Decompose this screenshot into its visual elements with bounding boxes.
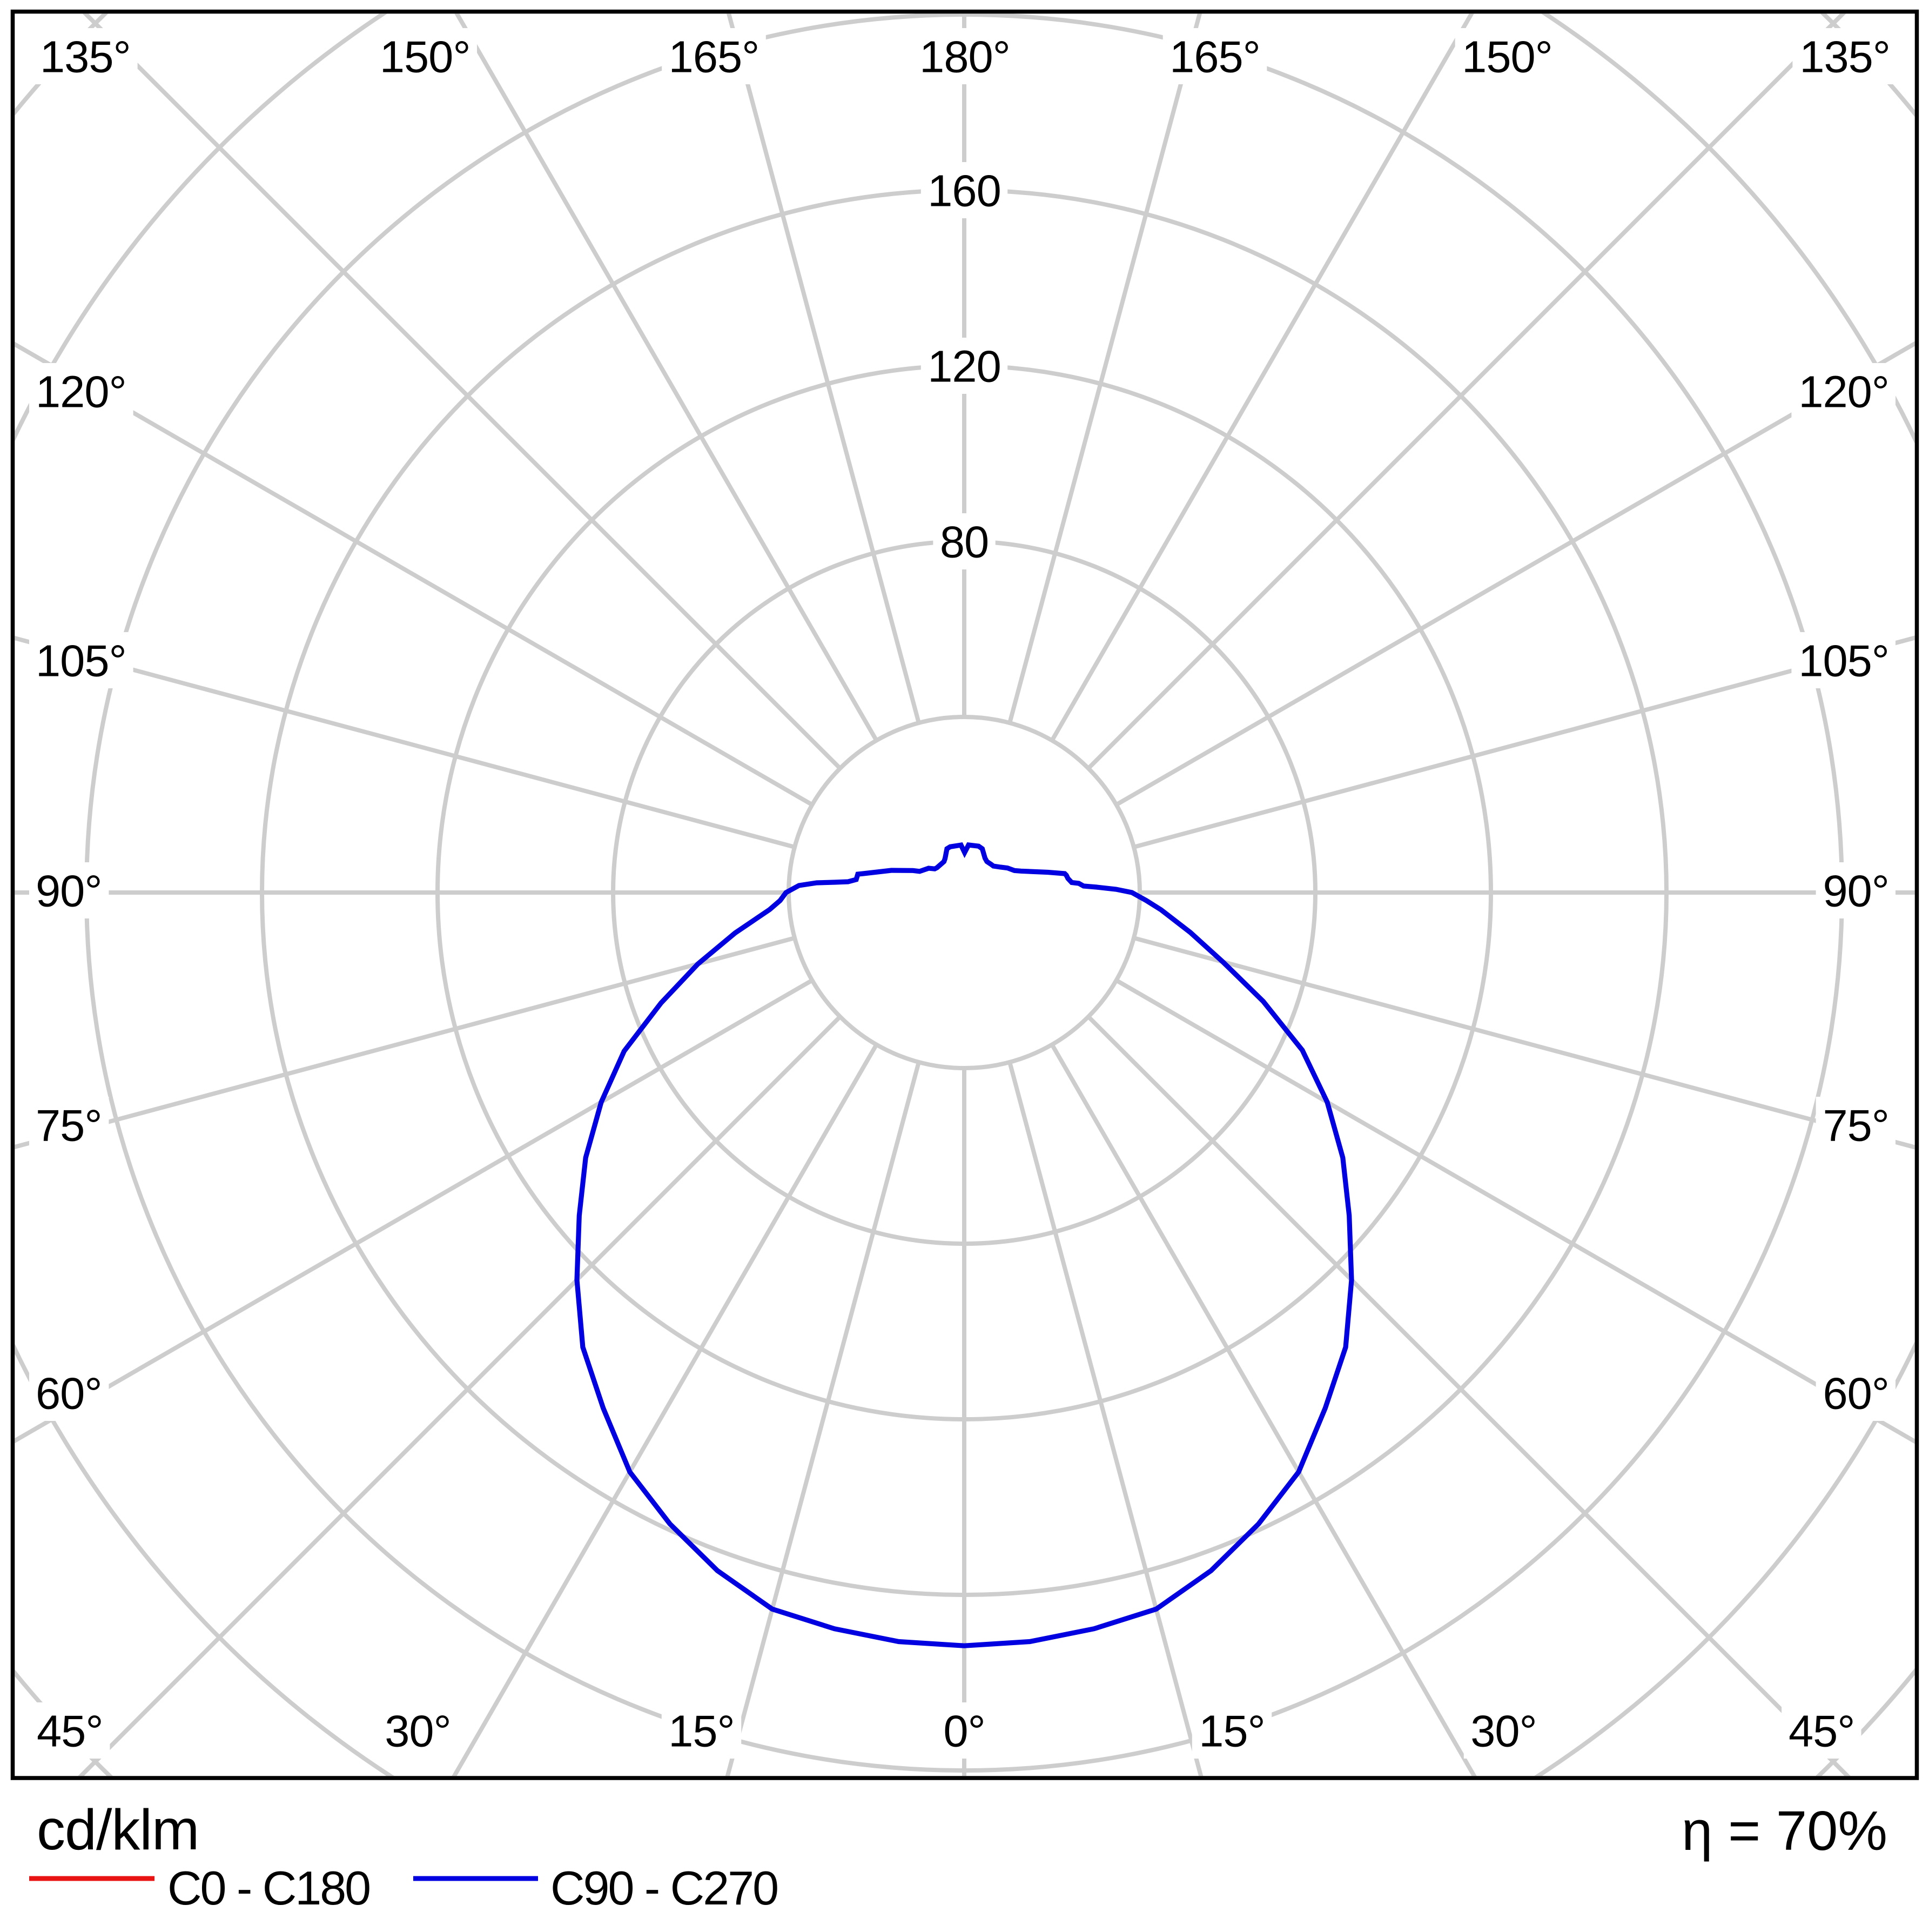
svg-text:15°: 15°: [668, 1706, 735, 1756]
svg-text:C0 - C180: C0 - C180: [167, 1861, 369, 1915]
svg-text:75°: 75°: [1823, 1101, 1889, 1151]
svg-text:120: 120: [927, 341, 1000, 392]
svg-text:45°: 45°: [37, 1706, 103, 1756]
svg-text:160: 160: [927, 166, 1000, 216]
svg-text:30°: 30°: [1470, 1706, 1537, 1756]
svg-text:105°: 105°: [36, 636, 126, 686]
svg-text:cd/klm: cd/klm: [37, 1798, 199, 1862]
svg-text:90°: 90°: [1823, 866, 1889, 916]
svg-text:15°: 15°: [1199, 1706, 1265, 1756]
svg-text:150°: 150°: [1462, 32, 1552, 82]
svg-text:90°: 90°: [36, 866, 102, 916]
svg-text:135°: 135°: [40, 32, 131, 82]
svg-text:165°: 165°: [1170, 32, 1260, 82]
svg-text:0°: 0°: [943, 1706, 985, 1756]
svg-text:30°: 30°: [385, 1706, 451, 1756]
svg-text:45°: 45°: [1789, 1706, 1855, 1756]
svg-text:180°: 180°: [919, 32, 1010, 82]
svg-text:120°: 120°: [36, 367, 126, 417]
svg-text:η = 70%: η = 70%: [1682, 1800, 1887, 1862]
svg-text:80: 80: [940, 517, 989, 567]
svg-text:C90 - C270: C90 - C270: [550, 1861, 777, 1915]
svg-text:165°: 165°: [669, 32, 759, 82]
svg-text:135°: 135°: [1799, 32, 1890, 82]
svg-text:150°: 150°: [380, 32, 471, 82]
svg-text:105°: 105°: [1798, 636, 1889, 686]
svg-text:75°: 75°: [36, 1101, 102, 1151]
svg-text:60°: 60°: [1823, 1369, 1889, 1419]
svg-text:120°: 120°: [1798, 367, 1889, 417]
svg-text:60°: 60°: [36, 1369, 102, 1419]
